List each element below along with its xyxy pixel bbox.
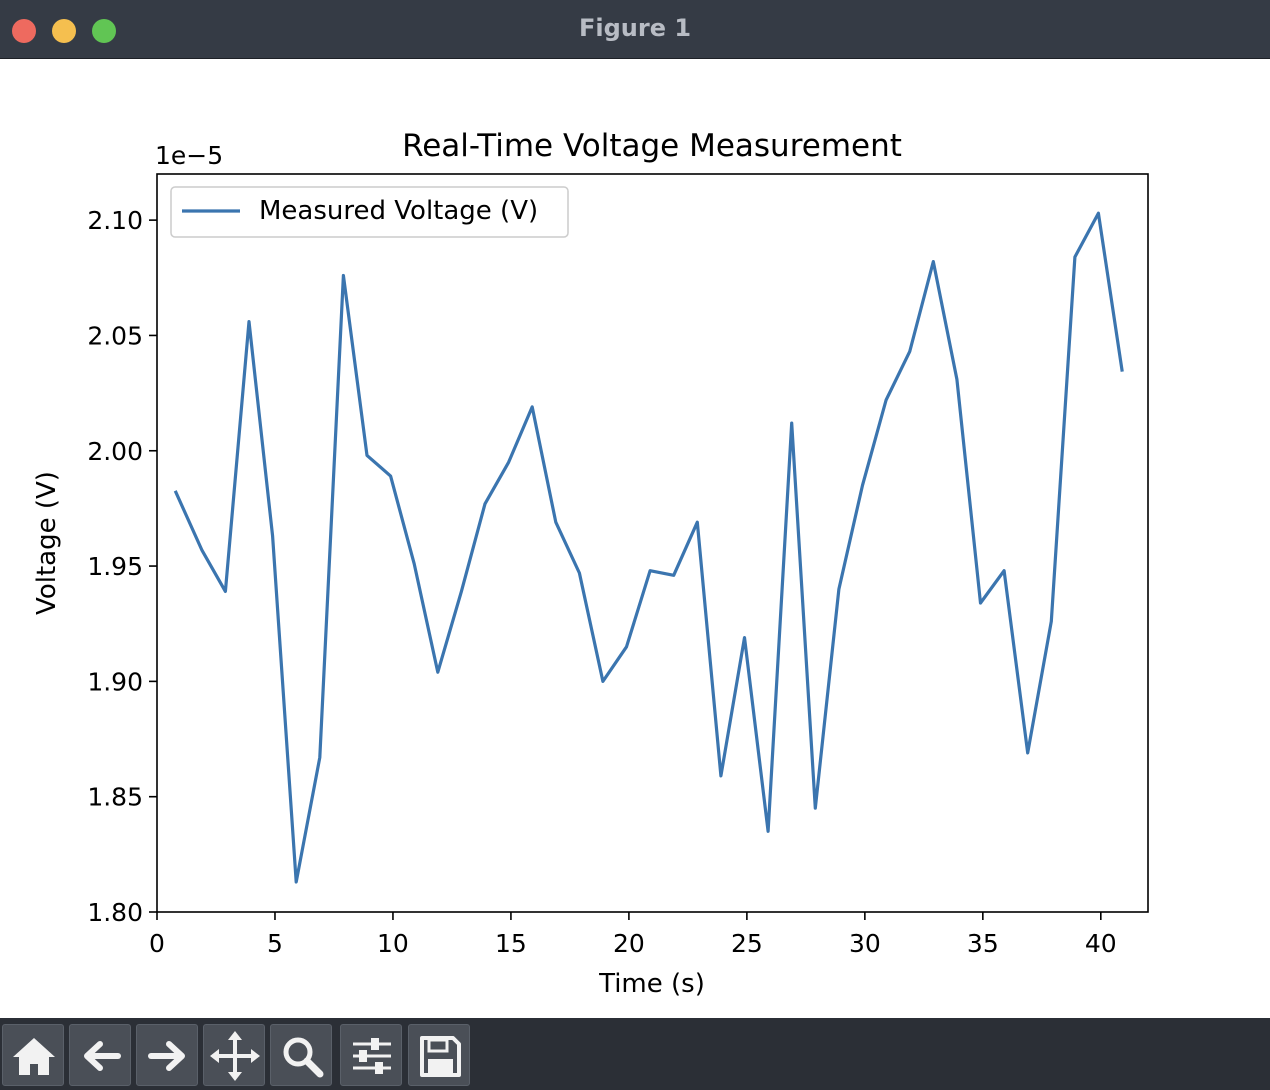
y-tick-label: 1.95 (87, 552, 143, 581)
x-tick-label: 35 (967, 929, 999, 958)
zoom-button[interactable] (270, 1024, 332, 1086)
y-tick-label: 2.05 (87, 321, 143, 350)
axis-ticks: 0 5 10 15 20 25 30 35 40 1.80 1.85 1.90 1.95 2.00 2.05… (87, 206, 1116, 958)
y-tick-label: 1.85 (87, 783, 143, 812)
arrow-left-icon (84, 1041, 121, 1071)
window-title: Figure 1 (578, 14, 692, 42)
line-chart: 0 5 10 15 20 25 30 35 40 1.80 1.85 1.90 1.95 2.00 2.05… (32, 128, 1149, 999)
arrow-right-icon (148, 1041, 185, 1071)
x-tick-label: 5 (267, 929, 283, 958)
y-tick-label: 1.90 (87, 667, 143, 696)
home-icon (13, 1038, 55, 1075)
plot-frame (156, 173, 1149, 913)
save-button[interactable] (408, 1024, 470, 1086)
y-tick-label: 2.00 (87, 437, 143, 466)
floppy-disk-icon (420, 1036, 461, 1077)
home-button[interactable] (2, 1024, 64, 1086)
maximize-window-button[interactable] (92, 19, 116, 43)
x-tick-label: 40 (1085, 929, 1117, 958)
chart-title: Real-Time Voltage Measurement (402, 128, 902, 164)
plot-area (157, 174, 1148, 912)
y-offset-label: 1e−5 (155, 141, 223, 170)
pan-button[interactable] (203, 1024, 265, 1086)
move-icon (210, 1031, 260, 1081)
legend: Measured Voltage (V) (170, 186, 569, 238)
x-tick-label: 15 (495, 929, 527, 958)
series-line (173, 211, 1124, 884)
sliders-icon (353, 1038, 391, 1074)
back-button[interactable] (69, 1024, 131, 1086)
window-titlebar: Figure 1 (0, 0, 1270, 59)
minimize-window-button[interactable] (52, 19, 76, 43)
magnifier-icon (283, 1037, 324, 1078)
legend-box (170, 186, 569, 238)
x-axis-label: Time (s) (598, 969, 705, 999)
navigation-toolbar (0, 1018, 1270, 1090)
y-tick-label: 1.80 (87, 898, 143, 927)
legend-label: Measured Voltage (V) (259, 196, 538, 226)
x-tick-label: 0 (149, 929, 165, 958)
x-tick-label: 10 (377, 929, 409, 958)
figure-canvas[interactable]: 0 5 10 15 20 25 30 35 40 1.80 1.85 1.90 1.95 2.00 2.05… (0, 59, 1270, 1018)
y-tick-label: 2.10 (87, 206, 143, 235)
forward-button[interactable] (136, 1024, 198, 1086)
x-tick-label: 30 (849, 929, 881, 958)
x-tick-label: 25 (731, 929, 763, 958)
close-window-button[interactable] (12, 19, 36, 43)
x-tick-label: 20 (613, 929, 645, 958)
configure-subplots-button[interactable] (340, 1024, 402, 1086)
series-layer (173, 211, 1124, 884)
y-axis-label: Voltage (V) (32, 471, 62, 615)
